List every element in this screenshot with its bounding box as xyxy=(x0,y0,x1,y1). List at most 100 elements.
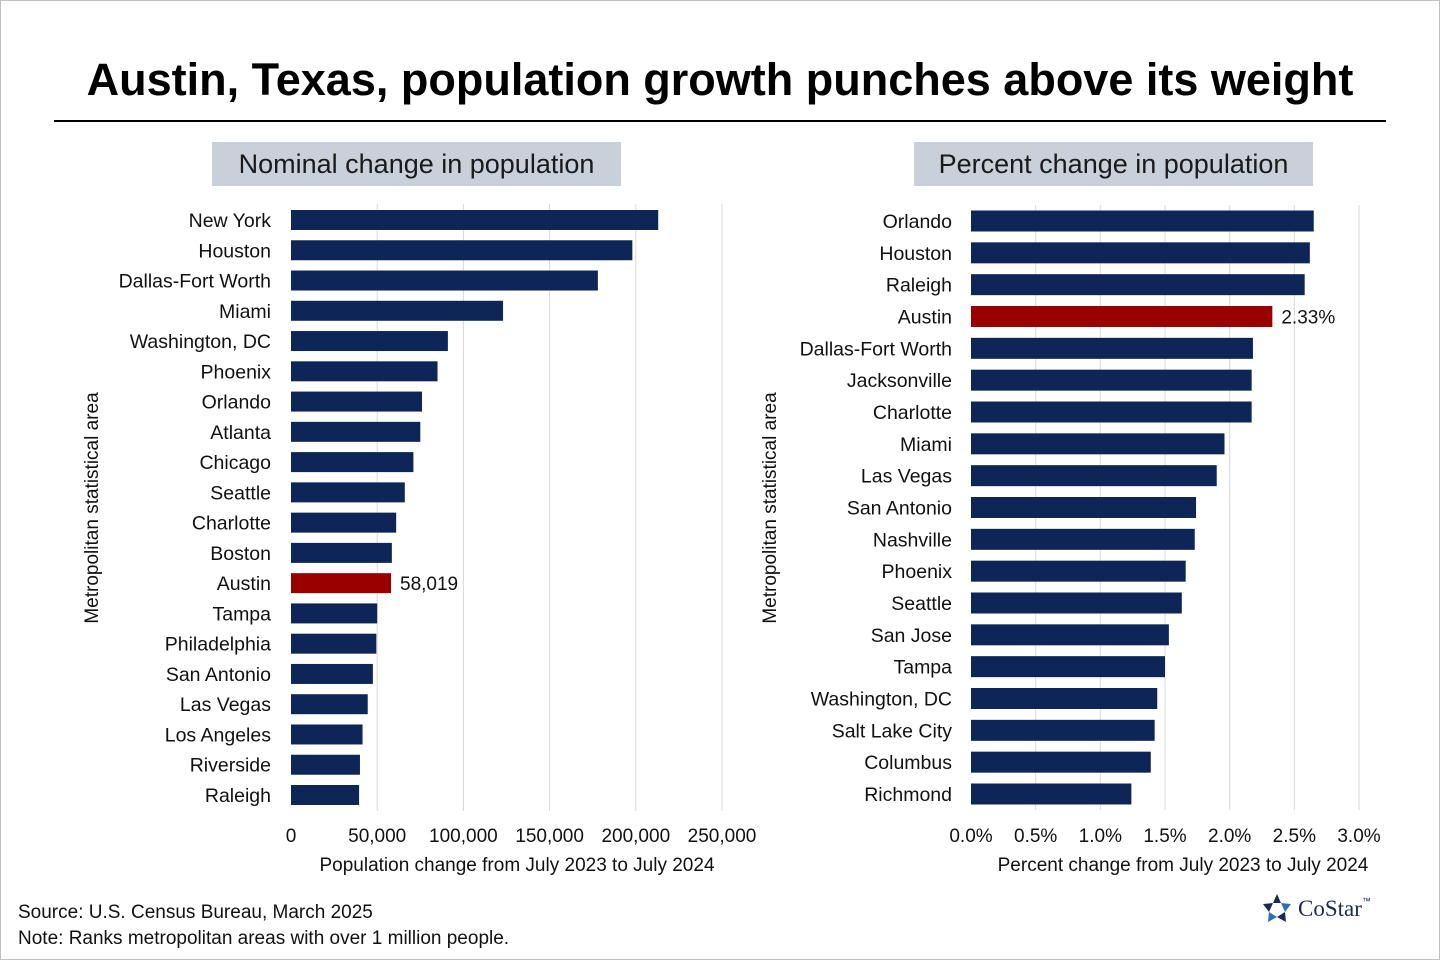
nominal-category-label: Los Angeles xyxy=(165,724,272,746)
nominal-category-label: Miami xyxy=(219,301,271,323)
percent-category-label: Raleigh xyxy=(886,275,952,297)
nominal-x-tick-label: 100,000 xyxy=(429,826,498,847)
title-divider xyxy=(54,120,1386,122)
nominal-highlight-value-label: 58,019 xyxy=(400,574,458,595)
percent-bar xyxy=(971,433,1225,455)
nominal-category-label: Phoenix xyxy=(201,361,272,383)
nominal-bar xyxy=(291,724,363,745)
percent-bar xyxy=(971,688,1158,709)
percent-bar xyxy=(971,337,1253,359)
nominal-x-tick-label: 50,000 xyxy=(348,826,406,847)
percent-category-label: Tampa xyxy=(893,657,952,679)
percent-category-label: Charlotte xyxy=(873,402,952,424)
nominal-bar xyxy=(291,300,504,321)
percent-category-label: San Antonio xyxy=(847,498,952,520)
nominal-bar xyxy=(291,421,421,442)
costar-star-icon xyxy=(1263,894,1291,922)
percent-bar xyxy=(971,560,1186,582)
nominal-bar xyxy=(291,452,414,473)
percent-category-label: Las Vegas xyxy=(861,466,952,488)
percent-category-label: Orlando xyxy=(883,211,953,233)
percent-category-label: Houston xyxy=(879,243,952,265)
percent-category-label: Dallas-Fort Worth xyxy=(800,338,952,360)
percent-bar xyxy=(971,719,1155,741)
percent-category-label: San Jose xyxy=(871,625,952,647)
nominal-x-tick-label: 250,000 xyxy=(688,826,757,847)
nominal-category-label: Philadelphia xyxy=(165,634,271,656)
percent-x-axis-title: Percent change from July 2023 to July 20… xyxy=(998,855,1369,876)
nominal-x-axis-title: Population change from July 2023 to July… xyxy=(319,855,714,876)
percent-bar xyxy=(971,497,1197,518)
percent-bar xyxy=(971,465,1217,487)
percent-y-axis-title: Metropolitan statistical area xyxy=(760,392,781,624)
percent-bar xyxy=(971,306,1273,327)
nominal-category-label: Charlotte xyxy=(192,513,271,535)
percent-bar xyxy=(971,401,1252,423)
percent-bar xyxy=(971,783,1132,805)
percent-bar xyxy=(971,242,1310,264)
source-note: Source: U.S. Census Bureau, March 2025 xyxy=(18,902,373,923)
nominal-bar xyxy=(291,391,423,412)
percent-category-label: Phoenix xyxy=(882,561,953,583)
percent-bar xyxy=(971,624,1169,646)
nominal-bar xyxy=(291,270,598,291)
nominal-panel-title: Nominal change in population xyxy=(212,142,621,186)
nominal-category-label: Orlando xyxy=(202,392,272,414)
nominal-bar xyxy=(291,331,448,352)
nominal-category-label: Riverside xyxy=(190,755,271,777)
nominal-bar xyxy=(291,785,360,805)
percent-bar xyxy=(971,528,1195,550)
nominal-category-label: Raleigh xyxy=(205,785,271,807)
nominal-bar xyxy=(291,603,378,624)
percent-category-label: Salt Lake City xyxy=(832,720,953,742)
percent-x-tick-label: 0.5% xyxy=(1014,826,1057,847)
percent-x-tick-label: 1.5% xyxy=(1143,826,1186,847)
page-title: Austin, Texas, population growth punches… xyxy=(86,54,1354,105)
nominal-bar xyxy=(291,754,360,775)
percent-bar xyxy=(971,751,1151,773)
percent-category-label: Miami xyxy=(900,434,952,456)
nominal-bar xyxy=(291,542,392,563)
nominal-x-tick-label: 150,000 xyxy=(515,826,584,847)
percent-bar xyxy=(971,656,1165,678)
percent-bar xyxy=(971,274,1305,296)
percent-category-label: Nashville xyxy=(873,529,952,551)
nominal-bar xyxy=(291,663,373,684)
percent-panel-title: Percent change in population xyxy=(914,142,1313,186)
nominal-category-label: Atlanta xyxy=(210,422,271,444)
percent-x-tick-label: 1.0% xyxy=(1079,826,1122,847)
percent-bar xyxy=(971,369,1252,391)
nominal-bar xyxy=(291,361,438,382)
nominal-category-label: Houston xyxy=(198,240,271,262)
nominal-category-label: Las Vegas xyxy=(180,694,271,716)
nominal-category-label: Austin xyxy=(217,573,271,595)
nominal-category-label: Tampa xyxy=(212,603,271,625)
nominal-category-label: Dallas-Fort Worth xyxy=(119,271,271,293)
nominal-x-tick-label: 0 xyxy=(286,826,297,847)
nominal-bar xyxy=(291,573,392,594)
percent-x-tick-label: 2.0% xyxy=(1208,826,1251,847)
percent-category-label: Columbus xyxy=(864,752,952,774)
nominal-bar xyxy=(291,482,405,503)
percent-category-label: Seattle xyxy=(891,593,952,615)
nominal-bar xyxy=(291,240,633,261)
percent-category-label: Washington, DC xyxy=(811,689,952,711)
nominal-bar xyxy=(291,694,368,715)
percent-category-label: Jacksonville xyxy=(847,370,952,392)
percent-bar xyxy=(971,592,1182,614)
percent-x-tick-label: 0.0% xyxy=(949,826,992,847)
percent-highlight-value-label: 2.33% xyxy=(1281,308,1335,329)
nominal-bar xyxy=(291,512,397,533)
percent-category-label: Austin xyxy=(898,307,952,329)
nominal-category-label: Washington, DC xyxy=(130,331,271,353)
brand-trademark: ™ xyxy=(1361,896,1371,906)
nominal-x-tick-label: 200,000 xyxy=(601,826,670,847)
nominal-category-label: Boston xyxy=(210,543,271,565)
percent-x-tick-label: 3.0% xyxy=(1337,826,1380,847)
methodology-note: Note: Ranks metropolitan areas with over… xyxy=(18,928,510,949)
nominal-bar xyxy=(291,633,377,654)
percent-x-tick-label: 2.5% xyxy=(1273,826,1316,847)
nominal-category-label: Chicago xyxy=(199,452,271,474)
nominal-bar xyxy=(291,210,659,230)
